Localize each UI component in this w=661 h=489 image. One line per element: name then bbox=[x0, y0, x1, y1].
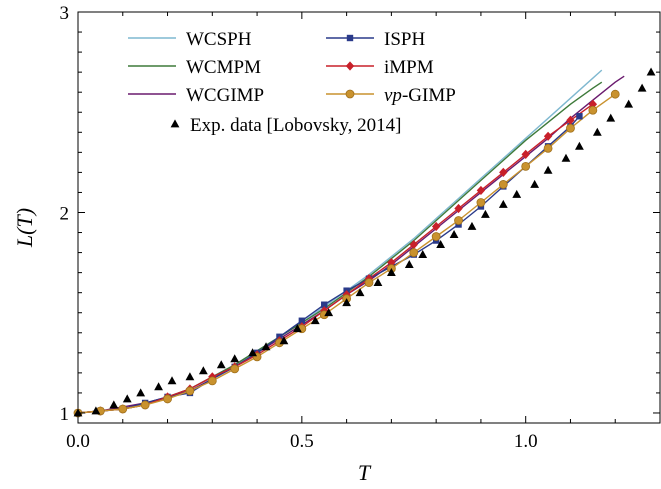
data-point-6-24 bbox=[449, 229, 459, 238]
data-point-5-17 bbox=[454, 216, 463, 225]
data-point-6-18 bbox=[355, 288, 365, 297]
data-point-6-8 bbox=[198, 366, 208, 375]
plot-frame bbox=[77, 11, 661, 424]
data-point-6-13 bbox=[279, 336, 289, 345]
data-point-6-34 bbox=[606, 113, 616, 122]
data-point-4-18 bbox=[476, 185, 486, 196]
series-markers bbox=[73, 67, 656, 418]
data-point-6-36 bbox=[637, 83, 647, 92]
data-point-6-28 bbox=[512, 189, 522, 198]
data-point-5-20 bbox=[521, 161, 531, 171]
data-point-5-15 bbox=[409, 248, 419, 257]
data-point-6-1 bbox=[91, 406, 101, 415]
legend-label-6: Exp. data [Lobovsky, 2014] bbox=[190, 115, 401, 136]
data-point-5-23 bbox=[588, 105, 598, 115]
legend-label-1: WCMPM bbox=[186, 57, 261, 78]
data-point-3-11 bbox=[321, 301, 328, 308]
data-point-6-19 bbox=[373, 278, 383, 287]
data-point-6-31 bbox=[561, 153, 571, 162]
legend-label-2: WCGIMP bbox=[186, 85, 264, 106]
data-point-5-21 bbox=[543, 143, 553, 153]
data-point-6-27 bbox=[498, 199, 508, 208]
data-point-5-5 bbox=[185, 386, 195, 396]
data-point-4-21 bbox=[543, 131, 553, 141]
data-point-6-10 bbox=[230, 354, 240, 363]
data-point-6-37 bbox=[646, 67, 656, 76]
data-point-6-7 bbox=[185, 372, 195, 381]
data-point-4-19 bbox=[499, 167, 508, 177]
x-tick-label: 0.0 bbox=[66, 431, 90, 452]
legend-label-5: vp-GIMP bbox=[384, 85, 456, 106]
x-tick-label: 1.0 bbox=[514, 431, 538, 452]
data-point-6-30 bbox=[543, 165, 553, 174]
data-point-6-14 bbox=[292, 324, 302, 333]
data-point-6-22 bbox=[418, 249, 428, 258]
data-point-6-23 bbox=[436, 239, 446, 248]
plot-border bbox=[77, 11, 661, 424]
series-line-4 bbox=[77, 103, 594, 414]
legend-marker-4 bbox=[345, 61, 355, 71]
data-point-6-32 bbox=[575, 141, 584, 150]
data-point-4-14 bbox=[387, 258, 396, 268]
data-point-6-35 bbox=[624, 99, 634, 108]
data-point-5-18 bbox=[476, 198, 486, 207]
y-tick-label: 2 bbox=[60, 203, 70, 224]
data-point-3-23 bbox=[576, 113, 583, 120]
data-point-5-22 bbox=[566, 123, 575, 133]
data-point-6-25 bbox=[467, 221, 477, 230]
data-point-6-11 bbox=[248, 348, 257, 357]
data-point-5-6 bbox=[207, 376, 217, 386]
data-point-5-2 bbox=[118, 404, 128, 414]
data-point-6-21 bbox=[404, 260, 414, 269]
data-point-5-19 bbox=[498, 180, 508, 189]
series-line-3 bbox=[77, 115, 580, 414]
data-point-4-20 bbox=[521, 149, 530, 159]
data-point-6-0 bbox=[73, 408, 83, 417]
data-point-6-29 bbox=[530, 179, 540, 188]
data-point-4-15 bbox=[409, 239, 418, 250]
data-point-5-7 bbox=[230, 364, 240, 374]
data-point-5-16 bbox=[431, 232, 441, 241]
data-point-6-3 bbox=[122, 394, 132, 403]
legend-label-3: ISPH bbox=[384, 29, 425, 50]
data-point-3-10 bbox=[298, 317, 306, 324]
data-point-6-12 bbox=[261, 342, 271, 351]
data-point-6-15 bbox=[310, 316, 320, 325]
data-point-4-16 bbox=[431, 221, 441, 232]
data-point-6-16 bbox=[324, 308, 334, 317]
data-point-6-20 bbox=[386, 268, 396, 277]
data-point-6-17 bbox=[342, 298, 352, 307]
x-tick-label: 0.5 bbox=[290, 431, 314, 452]
data-point-6-2 bbox=[109, 400, 119, 409]
legend-marker-6 bbox=[170, 119, 180, 128]
data-point-6-26 bbox=[481, 209, 490, 218]
data-point-5-3 bbox=[140, 400, 150, 410]
data-point-4-17 bbox=[454, 203, 463, 214]
legend-label-0: WCSPH bbox=[186, 29, 252, 50]
legend-label-4: iMPM bbox=[384, 57, 434, 78]
data-point-6-5 bbox=[154, 382, 163, 391]
y-tick-label: 1 bbox=[60, 404, 70, 425]
legend-marker-5 bbox=[345, 89, 355, 99]
data-point-4-22 bbox=[566, 115, 575, 125]
legend-marker-3 bbox=[346, 34, 354, 42]
data-point-6-9 bbox=[216, 360, 226, 369]
data-point-6-33 bbox=[592, 127, 602, 136]
data-point-5-24 bbox=[610, 89, 620, 99]
data-point-5-13 bbox=[364, 278, 374, 288]
data-point-6-4 bbox=[136, 388, 146, 397]
y-tick-label: 3 bbox=[60, 3, 70, 24]
y-axis-label: L(T) bbox=[12, 208, 37, 248]
x-axis-label: T bbox=[358, 460, 372, 485]
legend: WCSPH WCMPM WCGIMP ISPH iMPM vp-GIMP Exp. data… bbox=[128, 29, 456, 136]
series-line-5 bbox=[77, 93, 616, 414]
data-point-5-4 bbox=[163, 394, 172, 404]
data-point-6-6 bbox=[167, 376, 177, 385]
axes: 0.0 0.5 1.0 1 2 3 T L(T) bbox=[12, 3, 660, 485]
